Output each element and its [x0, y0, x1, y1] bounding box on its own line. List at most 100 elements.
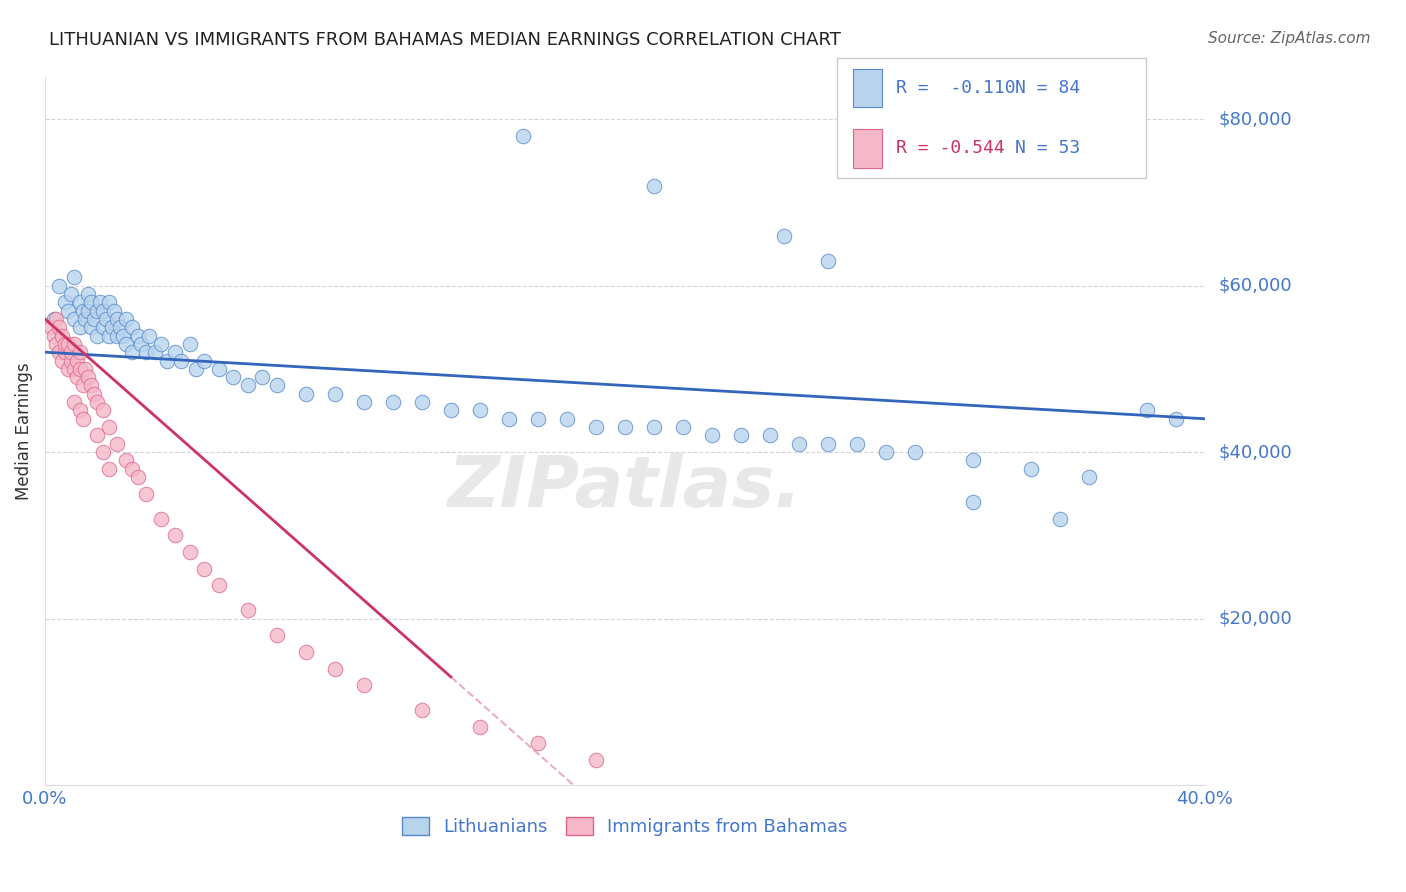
Point — [129, 336, 152, 351]
Point — [62, 336, 84, 351]
Text: R = -0.544: R = -0.544 — [896, 139, 1004, 157]
Point — [62, 361, 84, 376]
Point — [962, 495, 984, 509]
Point — [56, 361, 79, 376]
Point — [138, 328, 160, 343]
Point — [585, 753, 607, 767]
Point — [77, 286, 100, 301]
Point — [100, 320, 122, 334]
Point — [66, 353, 89, 368]
Point — [80, 378, 103, 392]
Point — [69, 403, 91, 417]
Point — [135, 345, 157, 359]
Point — [45, 336, 67, 351]
Point — [86, 328, 108, 343]
Point — [91, 303, 114, 318]
Point — [672, 420, 695, 434]
Point — [143, 345, 166, 359]
Point — [77, 370, 100, 384]
Point — [66, 370, 89, 384]
Text: $60,000: $60,000 — [1219, 277, 1292, 294]
Text: $20,000: $20,000 — [1219, 609, 1292, 628]
Point — [643, 420, 665, 434]
Point — [75, 311, 97, 326]
Point — [787, 436, 810, 450]
Point — [62, 311, 84, 326]
Point — [97, 295, 120, 310]
Point — [512, 128, 534, 143]
Point — [817, 253, 839, 268]
Point — [42, 328, 65, 343]
Point — [353, 395, 375, 409]
Point — [353, 678, 375, 692]
Point — [555, 411, 578, 425]
Point — [381, 395, 404, 409]
Point — [105, 328, 128, 343]
Point — [643, 178, 665, 193]
Text: $40,000: $40,000 — [1219, 443, 1292, 461]
Point — [51, 353, 73, 368]
Point — [208, 578, 231, 592]
Point — [127, 328, 149, 343]
Point — [53, 345, 76, 359]
Point — [527, 411, 550, 425]
Point — [266, 378, 288, 392]
Point — [468, 403, 491, 417]
Point — [156, 353, 179, 368]
Point — [1136, 403, 1159, 417]
Point — [86, 395, 108, 409]
Point — [411, 703, 433, 717]
Point — [53, 336, 76, 351]
Point — [1019, 461, 1042, 475]
Point — [91, 320, 114, 334]
Point — [75, 361, 97, 376]
Point — [53, 295, 76, 310]
Point — [498, 411, 520, 425]
Point — [86, 303, 108, 318]
Point — [165, 528, 187, 542]
Point — [69, 345, 91, 359]
Point — [121, 345, 143, 359]
Point — [121, 320, 143, 334]
Point — [179, 336, 201, 351]
Point — [42, 311, 65, 326]
Point — [527, 736, 550, 750]
Point — [440, 403, 463, 417]
Point — [323, 661, 346, 675]
Point — [86, 428, 108, 442]
Point — [121, 461, 143, 475]
Point — [105, 311, 128, 326]
Point — [585, 420, 607, 434]
Point — [110, 320, 132, 334]
Point — [112, 328, 135, 343]
Point — [1077, 470, 1099, 484]
Point — [759, 428, 782, 442]
Point — [773, 228, 796, 243]
Point — [1049, 511, 1071, 525]
Point — [730, 428, 752, 442]
Point — [45, 311, 67, 326]
Point — [72, 411, 94, 425]
Point — [69, 320, 91, 334]
Point — [103, 303, 125, 318]
Point — [91, 445, 114, 459]
Point — [48, 320, 70, 334]
Point — [875, 445, 897, 459]
Point — [193, 353, 215, 368]
Point — [105, 436, 128, 450]
Text: LITHUANIAN VS IMMIGRANTS FROM BAHAMAS MEDIAN EARNINGS CORRELATION CHART: LITHUANIAN VS IMMIGRANTS FROM BAHAMAS ME… — [49, 31, 841, 49]
Point — [468, 720, 491, 734]
Point — [115, 336, 138, 351]
Point — [80, 320, 103, 334]
Text: Source: ZipAtlas.com: Source: ZipAtlas.com — [1208, 31, 1371, 46]
Point — [80, 295, 103, 310]
Point — [97, 461, 120, 475]
Point — [56, 336, 79, 351]
Y-axis label: Median Earnings: Median Earnings — [15, 362, 32, 500]
Point — [295, 645, 318, 659]
Point — [1164, 411, 1187, 425]
Point — [91, 403, 114, 417]
Point — [149, 336, 172, 351]
Point — [236, 378, 259, 392]
Point — [904, 445, 927, 459]
